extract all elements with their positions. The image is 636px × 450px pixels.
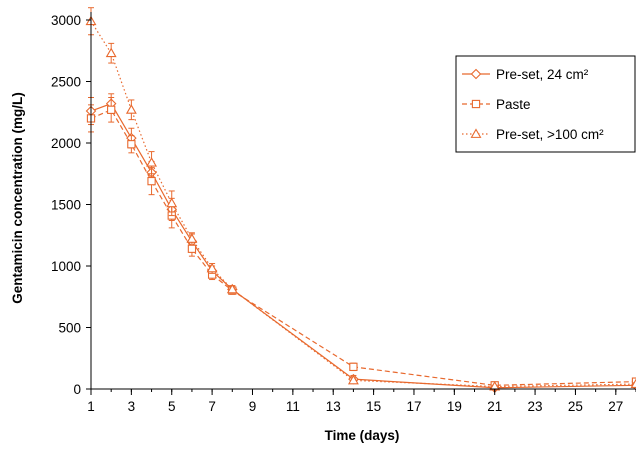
y-tick-label: 2500 [51, 75, 81, 90]
triangle-marker [166, 197, 178, 208]
triangle-marker [206, 262, 218, 273]
triangle-marker [347, 374, 359, 385]
x-tick-label: 1 [87, 399, 95, 414]
y-tick-label: 3000 [51, 13, 81, 28]
x-tick-label: 27 [608, 399, 623, 414]
x-tick-label: 15 [366, 399, 381, 414]
x-tick-label: 5 [168, 399, 176, 414]
triangle-marker [186, 233, 198, 243]
legend-label: Pre-set, 24 cm² [496, 67, 589, 82]
y-tick-label: 1000 [51, 259, 81, 274]
square-marker [631, 377, 636, 386]
triangle-marker [226, 283, 238, 294]
x-tick-label: 19 [447, 399, 462, 414]
triangle-marker [630, 378, 636, 389]
x-tick-label: 11 [286, 399, 300, 414]
axes: 1 3 5 7 9 11 13 15 17 19 21 23 25 27 0500100015002000… [51, 12, 636, 414]
x-tick-label: 7 [208, 399, 216, 414]
square-marker [471, 99, 481, 109]
x-tick-label: 3 [128, 399, 136, 414]
square-marker [147, 176, 156, 186]
y-axis-title: Gentamicin concentration (mg/L) [10, 92, 25, 304]
y-tick-label: 2000 [51, 136, 81, 151]
x-tick-label: 13 [326, 399, 341, 414]
legend-item: Pre-set, 24 cm² [462, 67, 589, 82]
square-marker [187, 244, 197, 253]
series-line [90, 109, 636, 386]
x-tick-label: 9 [249, 399, 257, 414]
legend-item: Paste [462, 97, 531, 112]
x-tick-label: 23 [528, 399, 543, 414]
square-marker [107, 105, 116, 114]
x-axis-title: Time (days) [325, 428, 400, 443]
x-tick-label: 17 [406, 399, 421, 414]
legend-label: Pre-set, >100 cm² [496, 127, 604, 142]
legend-label: Paste [496, 97, 531, 112]
triangle-marker [125, 104, 137, 114]
x-ticks: 1 3 5 7 9 11 13 15 17 19 21 23 25 27 [87, 389, 636, 414]
y-tick-label: 0 [73, 382, 81, 397]
y-tick-label: 1500 [51, 198, 81, 213]
series-triangle [85, 7, 636, 391]
legend: Pre-set, 24 cm² Paste Pre-set, >100 cm² [455, 55, 636, 153]
x-tick-label: 25 [568, 399, 583, 414]
triangle-marker [146, 157, 158, 167]
y-tick-label: 500 [58, 321, 81, 336]
triangle-marker [470, 128, 482, 138]
square-marker [127, 140, 136, 149]
legend-item: Pre-set, >100 cm² [462, 127, 604, 142]
plot-area [85, 7, 636, 394]
x-tick-label: 21 [487, 399, 502, 414]
legend-box [455, 55, 636, 153]
square-marker [349, 362, 358, 372]
y-ticks: 0 500 1000 1500 2000 2500 3000 [51, 13, 91, 397]
triangle-marker [105, 47, 117, 58]
diamond-marker [470, 68, 482, 80]
